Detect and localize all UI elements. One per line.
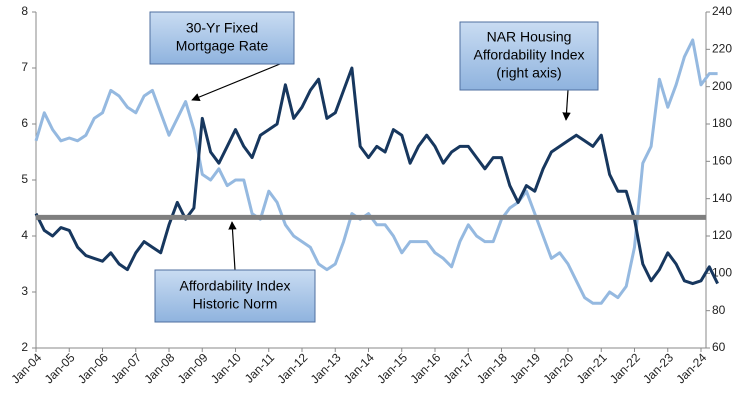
- y2-tick-label: 220: [712, 42, 732, 56]
- annotation-box: [459, 21, 599, 91]
- x-tick-label: Jan-13: [308, 350, 344, 386]
- y2-tick-label: 180: [712, 116, 732, 130]
- annotation-box: [154, 269, 316, 323]
- y2-tick-label: 160: [712, 154, 732, 168]
- y2-tick-label: 240: [712, 4, 732, 18]
- annotation-text: Affordability Index: [179, 278, 290, 294]
- arrow: [191, 63, 281, 102]
- x-tick-label: Jan-12: [275, 350, 311, 386]
- x-tick-label: Jan-09: [175, 350, 211, 386]
- arrow: [228, 221, 237, 271]
- x-tick-label: Jan-11: [242, 350, 277, 385]
- series-line: [34, 38, 718, 305]
- arrow: [562, 89, 571, 121]
- x-tick-label: Jan-24: [674, 350, 710, 386]
- x-tick-label: Jan-10: [208, 350, 244, 386]
- x-tick-label: Jan-06: [75, 350, 111, 386]
- x-tick-label: Jan-17: [441, 350, 477, 386]
- x-tick-label: Jan-07: [108, 350, 144, 386]
- y2-tick-label: 100: [712, 266, 732, 280]
- y-tick-label: 4: [21, 228, 28, 242]
- annotation: 30-Yr Fixed Mortgage Rate: [149, 11, 295, 65]
- annotation-text: Mortgage Rate: [176, 38, 269, 54]
- y2-tick-label: 200: [712, 79, 732, 93]
- y2-tick-label: 140: [712, 191, 732, 205]
- annotation-box: [149, 11, 295, 65]
- annotation: NAR Housing Affordability Index (right axi…: [459, 21, 599, 91]
- x-tick-label: Jan-04: [9, 350, 45, 386]
- y2-tick-label: 60: [712, 340, 726, 354]
- annotation-text: Affordability Index: [473, 47, 584, 63]
- y-tick-label: 6: [21, 116, 28, 130]
- x-tick-label: Jan-08: [142, 350, 178, 386]
- x-tick-label: Jan-20: [541, 350, 577, 386]
- x-tick-label: Jan-21: [574, 350, 610, 386]
- y-tick-label: 8: [21, 4, 28, 18]
- y2-tick-label: 80: [712, 303, 726, 317]
- x-tick-label: Jan-18: [474, 350, 510, 386]
- x-tick-label: Jan-14: [341, 350, 377, 386]
- y-tick-label: 7: [21, 60, 28, 74]
- x-tick-label: Jan-05: [42, 350, 78, 386]
- annotation-text: NAR Housing: [487, 29, 572, 45]
- annotation-text: Historic Norm: [193, 296, 278, 312]
- y-tick-label: 3: [21, 284, 28, 298]
- annotation: Affordability Index Historic Norm: [154, 269, 316, 323]
- annotation-text: (right axis): [496, 65, 561, 81]
- x-tick-label: Jan-19: [507, 350, 543, 386]
- y2-tick-label: 120: [712, 228, 732, 242]
- y-tick-label: 5: [21, 172, 28, 186]
- x-tick-label: Jan-16: [408, 350, 444, 386]
- x-tick-label: Jan-23: [640, 350, 676, 386]
- x-tick-label: Jan-15: [374, 350, 410, 386]
- series-line: [34, 66, 719, 286]
- x-tick-label: Jan-22: [607, 350, 643, 386]
- y-tick-label: 2: [21, 340, 28, 354]
- annotation-text: 30-Yr Fixed: [186, 20, 258, 36]
